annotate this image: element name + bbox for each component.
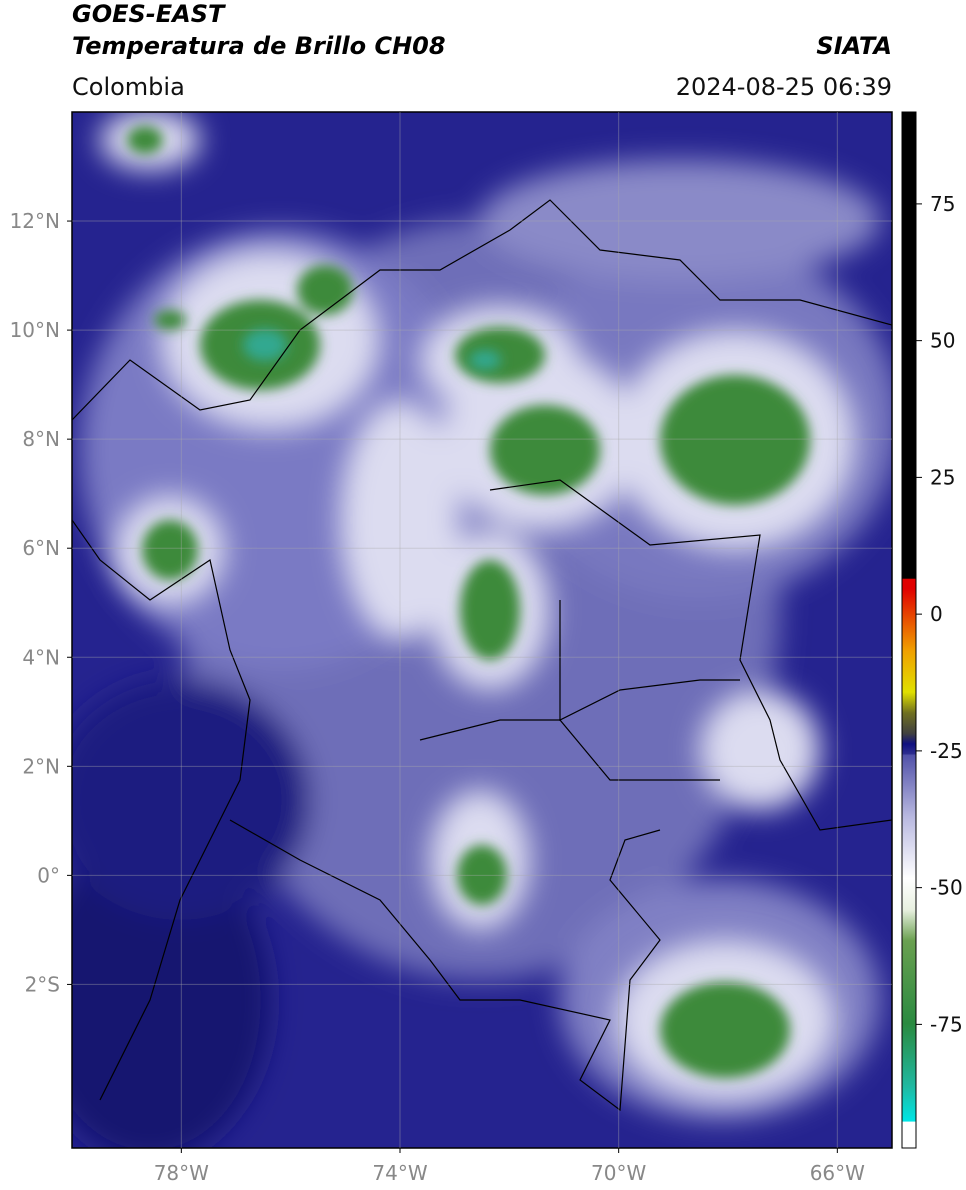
colorbar-tick-label: -25 <box>930 739 963 763</box>
colorbar-tick-label: 0 <box>930 602 943 626</box>
colorbar <box>901 111 917 1149</box>
colorbar-tick-label: 50 <box>930 329 955 353</box>
lon-tick-label: 70°W <box>591 1161 646 1185</box>
lon-tick-label: 74°W <box>372 1161 427 1185</box>
lat-tick-label: 8°N <box>22 427 60 451</box>
region: Colombia <box>72 73 185 101</box>
subtitle: Temperatura de Brillo CH08 <box>72 32 446 60</box>
colorbar-tick-label: 75 <box>930 192 955 216</box>
colorbar-tick-label: 25 <box>930 465 955 489</box>
lon-tick-label: 66°W <box>810 1161 865 1185</box>
lat-tick-label: 2°S <box>25 972 60 996</box>
lat-tick-label: 12°N <box>10 209 60 233</box>
colorbar-tick-label: -75 <box>930 1012 963 1036</box>
satellite-image <box>72 112 892 1148</box>
source: SIATA <box>816 32 892 60</box>
lat-tick-label: 2°N <box>22 754 60 778</box>
lat-tick-label: 10°N <box>10 318 60 342</box>
title: GOES-EAST <box>72 0 226 28</box>
lon-tick-label: 78°W <box>154 1161 209 1185</box>
lat-tick-label: 6°N <box>22 536 60 560</box>
lat-tick-label: 4°N <box>22 645 60 669</box>
lat-tick-label: 0° <box>37 863 60 887</box>
colorbar-tick-label: -50 <box>930 876 963 900</box>
map-frame <box>71 111 893 1149</box>
datetime: 2024-08-25 06:39 <box>676 73 892 101</box>
